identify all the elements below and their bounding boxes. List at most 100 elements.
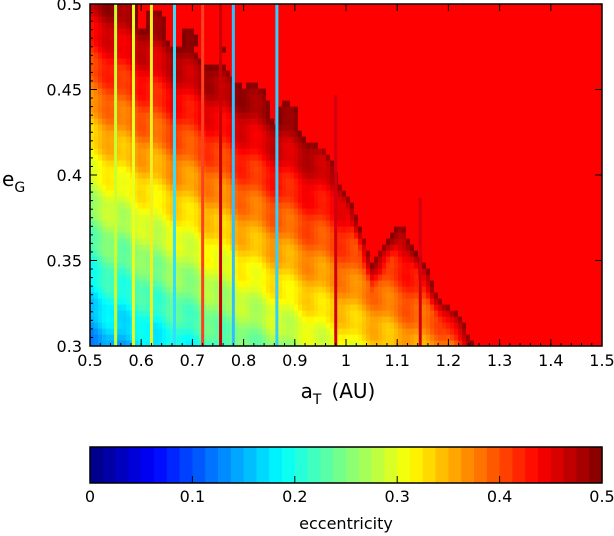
heatmap-cell xyxy=(310,298,315,305)
heatmap-cell xyxy=(266,280,271,287)
heatmap-cell xyxy=(266,232,271,239)
heatmap-cell xyxy=(366,22,371,29)
heatmap-cell xyxy=(402,52,407,59)
heatmap-cell xyxy=(294,214,299,221)
heatmap-cell xyxy=(90,226,95,233)
heatmap-cell xyxy=(378,304,383,311)
heatmap-cell xyxy=(430,58,435,65)
heatmap-cell xyxy=(118,322,123,329)
heatmap-cell xyxy=(334,46,339,53)
heatmap-cell xyxy=(398,52,403,59)
heatmap-cell xyxy=(290,34,295,41)
heatmap-cell xyxy=(102,28,107,35)
heatmap-cell xyxy=(258,280,263,287)
heatmap-cell xyxy=(314,274,319,281)
heatmap-cell xyxy=(146,316,151,323)
heatmap-cell xyxy=(382,310,387,317)
heatmap-cell xyxy=(106,148,111,155)
heatmap-cell xyxy=(202,172,207,179)
heatmap-cell xyxy=(354,304,359,311)
heatmap-cell xyxy=(266,52,271,59)
heatmap-cell xyxy=(354,34,359,41)
heatmap-cell xyxy=(366,184,371,191)
heatmap-cell xyxy=(134,70,139,77)
heatmap-cell xyxy=(382,304,387,311)
heatmap-cell xyxy=(326,172,331,179)
heatmap-cell xyxy=(390,106,395,113)
heatmap-cell xyxy=(118,64,123,71)
heatmap-cell xyxy=(266,4,271,11)
heatmap-cell xyxy=(362,136,367,143)
heatmap-cell xyxy=(402,238,407,245)
heatmap-cell xyxy=(434,46,439,53)
heatmap-cell xyxy=(198,70,203,77)
heatmap-cell xyxy=(142,274,147,281)
heatmap-cell xyxy=(198,310,203,317)
heatmap-cell xyxy=(182,118,187,125)
heatmap-cell xyxy=(306,28,311,35)
heatmap-cell xyxy=(378,322,383,329)
heatmap-cell xyxy=(354,250,359,257)
heatmap-cell xyxy=(262,4,267,11)
heatmap-cell xyxy=(314,184,319,191)
heatmap-cell xyxy=(378,202,383,209)
heatmap-cell xyxy=(342,328,347,335)
heatmap-cell xyxy=(170,22,175,29)
heatmap-cell xyxy=(190,304,195,311)
heatmap-cell xyxy=(286,118,291,125)
heatmap-cell xyxy=(198,184,203,191)
heatmap-cell xyxy=(154,202,159,209)
heatmap-cell xyxy=(262,298,267,305)
heatmap-cell xyxy=(154,154,159,161)
heatmap-cell xyxy=(330,58,335,65)
heatmap-cell xyxy=(402,298,407,305)
heatmap-cell xyxy=(190,88,195,95)
heatmap-cell xyxy=(322,250,327,257)
heatmap-cell xyxy=(322,88,327,95)
heatmap-cell xyxy=(382,160,387,167)
heatmap-cell xyxy=(238,196,243,203)
heatmap-cell xyxy=(306,208,311,215)
heatmap-cell xyxy=(426,82,431,89)
heatmap-cell xyxy=(266,160,271,167)
heatmap-cell xyxy=(322,106,327,113)
heatmap-cell xyxy=(390,196,395,203)
heatmap-cell xyxy=(326,244,331,251)
heatmap-cell xyxy=(350,46,355,53)
heatmap-cell xyxy=(282,166,287,173)
heatmap-cell xyxy=(194,136,199,143)
heatmap-cell xyxy=(398,280,403,287)
heatmap-cell xyxy=(250,322,255,329)
heatmap-cell xyxy=(234,172,239,179)
heatmap-cell xyxy=(426,106,431,113)
heatmap-cell xyxy=(286,322,291,329)
heatmap-cell xyxy=(94,196,99,203)
heatmap-cell xyxy=(430,262,435,269)
heatmap-cell xyxy=(278,166,283,173)
heatmap-cell xyxy=(146,232,151,239)
heatmap-cell xyxy=(266,214,271,221)
heatmap-cell xyxy=(306,340,311,346)
heatmap-cell xyxy=(142,106,147,113)
heatmap-cell xyxy=(310,184,315,191)
heatmap-cell xyxy=(370,76,375,83)
heatmap-cell xyxy=(214,214,219,221)
heatmap-cell xyxy=(214,58,219,65)
heatmap-cell xyxy=(166,124,171,131)
heatmap-cell xyxy=(166,202,171,209)
heatmap-cell xyxy=(146,178,151,185)
heatmap-cell xyxy=(310,76,315,83)
heatmap-cell xyxy=(270,166,275,173)
heatmap-cell xyxy=(134,220,139,227)
heatmap-cell xyxy=(306,244,311,251)
heatmap-cell xyxy=(430,280,435,287)
heatmap-cell xyxy=(178,70,183,77)
heatmap-cell xyxy=(330,118,335,125)
heatmap-cell xyxy=(314,328,319,335)
heatmap-cell xyxy=(326,64,331,71)
heatmap-cell xyxy=(410,106,415,113)
heatmap-cell xyxy=(138,124,143,131)
heatmap-cell xyxy=(282,88,287,95)
heatmap-cell xyxy=(282,142,287,149)
heatmap-cell xyxy=(186,70,191,77)
